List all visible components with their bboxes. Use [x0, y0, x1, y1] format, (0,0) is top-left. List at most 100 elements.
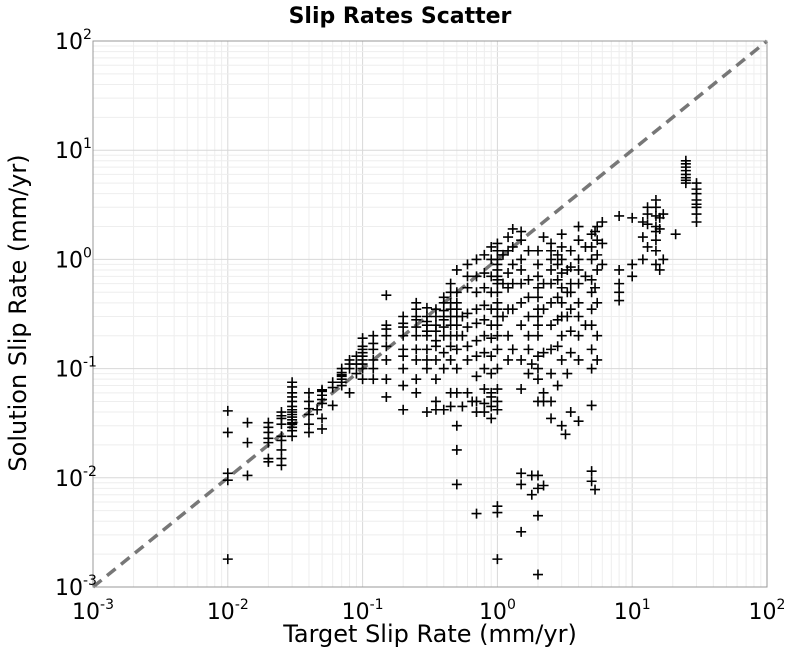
data-point	[580, 271, 591, 282]
data-point	[562, 311, 573, 322]
tick-base: 10	[55, 467, 83, 492]
data-point	[573, 354, 584, 365]
data-point	[462, 354, 473, 365]
data-point	[503, 232, 514, 243]
data-point	[479, 330, 490, 341]
plot-frame	[92, 40, 768, 588]
data-point	[658, 254, 669, 265]
data-point	[398, 311, 409, 322]
x-tick-label: 101	[614, 597, 651, 625]
data-point	[532, 271, 543, 282]
data-points	[222, 155, 702, 580]
data-point	[627, 212, 638, 223]
data-point	[381, 354, 392, 365]
data-point	[276, 410, 287, 421]
data-point	[573, 416, 584, 427]
data-point	[586, 274, 597, 285]
data-point	[556, 330, 567, 341]
data-point	[462, 341, 473, 352]
data-point	[532, 470, 543, 481]
data-point	[479, 300, 490, 311]
data-point	[471, 396, 482, 407]
data-point	[532, 245, 543, 256]
data-point	[565, 262, 576, 273]
data-point	[538, 480, 549, 491]
data-point	[492, 396, 503, 407]
data-point	[451, 479, 462, 490]
data-point	[492, 501, 503, 512]
data-point	[462, 322, 473, 333]
data-point	[532, 320, 543, 331]
data-point	[438, 363, 449, 374]
data-point	[516, 320, 527, 331]
tick-base: 10	[207, 600, 235, 625]
data-point	[497, 278, 508, 289]
data-point	[516, 235, 527, 246]
data-point	[492, 363, 503, 374]
tick-base: 10	[55, 139, 83, 164]
data-point	[565, 407, 576, 418]
data-point	[654, 264, 665, 275]
data-point	[430, 354, 441, 365]
data-point	[451, 420, 462, 431]
data-point	[597, 217, 608, 228]
data-point	[398, 380, 409, 391]
data-point	[287, 419, 298, 430]
tick-base: 10	[749, 600, 777, 625]
data-point	[538, 304, 549, 315]
data-point	[592, 330, 603, 341]
data-point	[471, 254, 482, 265]
data-point	[680, 155, 691, 166]
data-point	[222, 427, 233, 438]
data-point	[462, 282, 473, 293]
data-point	[532, 510, 543, 521]
data-point	[430, 374, 441, 385]
data-point	[516, 479, 527, 490]
data-point	[242, 417, 253, 428]
data-point	[526, 359, 537, 370]
tick-exponent: -3	[83, 573, 97, 589]
data-point	[592, 297, 603, 308]
data-point	[592, 354, 603, 365]
data-point	[421, 407, 432, 418]
x-tick-labels: 10-3 10-2 10-1 100 101 102	[72, 597, 785, 625]
data-point	[368, 363, 379, 374]
data-point	[303, 419, 314, 430]
tick-exponent: -1	[83, 355, 97, 371]
data-point	[327, 400, 338, 411]
data-point	[552, 274, 563, 285]
data-point	[556, 282, 567, 293]
data-point	[430, 320, 441, 331]
data-point	[586, 476, 597, 487]
data-point	[381, 391, 392, 402]
data-point	[556, 297, 567, 308]
data-point	[586, 241, 597, 252]
data-point	[486, 401, 497, 412]
data-point	[516, 278, 527, 289]
tick-exponent: 2	[777, 597, 786, 613]
data-point	[492, 238, 503, 249]
data-point	[516, 526, 527, 537]
data-point	[381, 290, 392, 301]
data-point	[573, 311, 584, 322]
tick-exponent: -1	[370, 597, 384, 613]
data-point	[516, 254, 527, 265]
data-point	[317, 413, 328, 424]
tick-exponent: 0	[507, 597, 516, 613]
data-point	[650, 235, 661, 246]
data-point	[516, 468, 527, 479]
data-point	[471, 318, 482, 329]
data-point	[642, 202, 653, 213]
data-point	[546, 320, 557, 331]
data-point	[492, 320, 503, 331]
data-point	[492, 344, 503, 355]
data-point	[586, 254, 597, 265]
x-tick-label: 10-3	[72, 597, 114, 625]
data-point	[532, 351, 543, 362]
data-point	[642, 219, 653, 230]
data-point	[523, 311, 534, 322]
data-point	[507, 344, 518, 355]
data-point	[287, 377, 298, 388]
data-point	[565, 287, 576, 298]
data-point	[565, 326, 576, 337]
